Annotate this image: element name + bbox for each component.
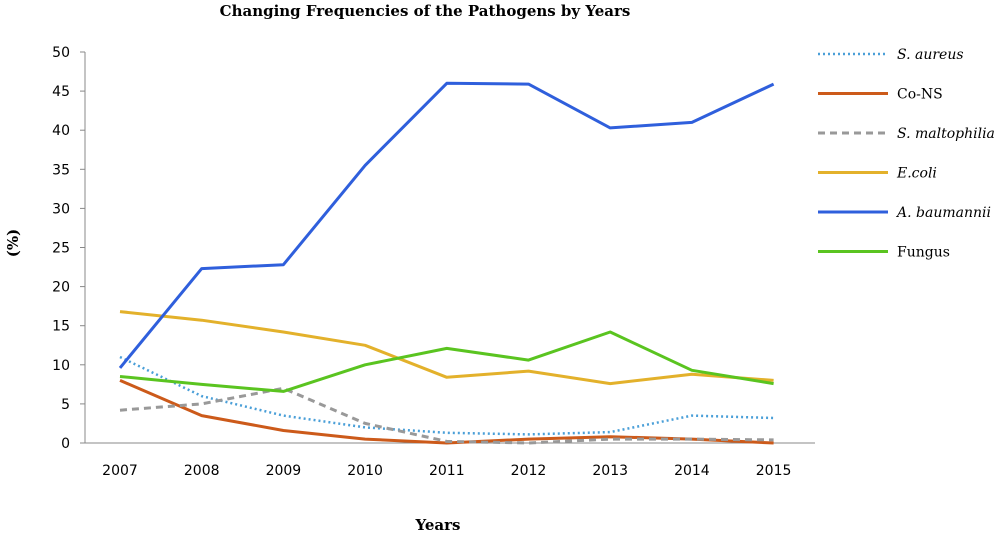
y-tick-label: 0 [61,436,70,452]
legend-label: A. baumannii [895,205,991,221]
y-tick-label: 5 [61,397,70,413]
y-tick-label: 25 [52,241,70,257]
series-lines [118,81,775,445]
series-line-2 [119,386,774,445]
x-tick-label: 2012 [511,463,547,479]
series-line-3 [119,310,774,386]
x-axis-ticks: 2007 2008 2009 2010 2011 2012 2013 2014 2015 [102,463,791,479]
legend-label: Co-NS [897,87,943,103]
x-tick-label: 2015 [756,463,792,479]
y-tick-label: 15 [52,319,70,335]
y-tick-label: 50 [52,45,70,61]
series-line-4 [118,81,775,369]
y-tick-label: 20 [52,280,70,296]
y-tick-label: 45 [52,84,70,100]
legend-label: S. aureus [897,47,964,63]
x-tick-label: 2008 [184,463,220,479]
series-line-0 [119,355,774,436]
legend-label: Fungus [897,245,950,261]
legend: S. aureus Co-NS S. maltophilia E.coli A. bau… [818,47,995,261]
y-tick-label: 40 [52,123,70,139]
x-tick-label: 2010 [347,463,383,479]
x-tick-label: 2013 [592,463,628,479]
chart-title: Changing Frequencies of the Pathogens by… [220,2,631,20]
series-line-5 [119,330,774,393]
legend-label: S. maltophilia [897,126,995,142]
x-axis-title: Years [414,516,460,534]
y-axis-title: (%) [4,229,22,257]
x-tick-label: 2007 [102,463,138,479]
x-tick-label: 2011 [429,463,465,479]
y-axis-ticks: 0 5 10 15 20 25 30 35 40 45 50 [52,45,85,452]
legend-label: E.coli [896,166,937,182]
y-tick-label: 10 [52,358,70,374]
y-tick-label: 30 [52,201,70,217]
series-line-1 [119,379,774,445]
x-tick-label: 2014 [674,463,710,479]
x-tick-label: 2009 [266,463,302,479]
y-tick-label: 35 [52,162,70,178]
